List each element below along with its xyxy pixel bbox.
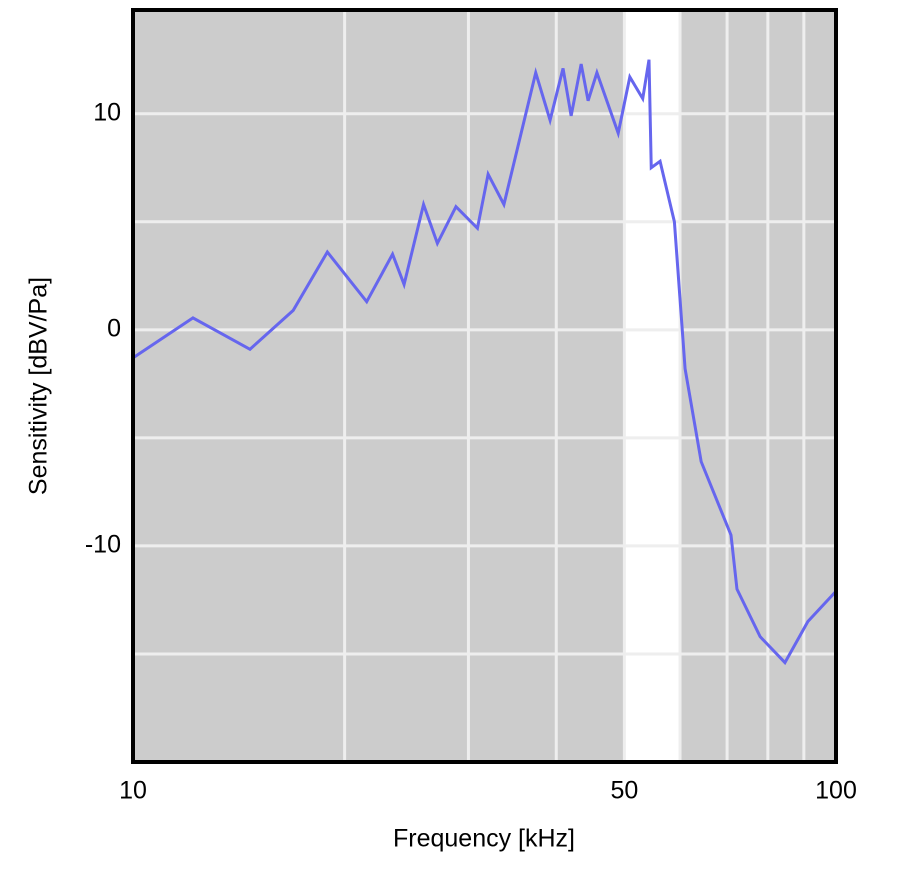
- y-tick-label: 10: [93, 98, 121, 126]
- x-tick-label: 100: [815, 777, 857, 805]
- y-tick-label: 0: [107, 314, 121, 342]
- x-axis-label: Frequency [kHz]: [393, 825, 575, 853]
- line: [132, 59, 838, 666]
- y-axis-label: Sensitivity [dBV/Pa]: [25, 277, 53, 495]
- plot-background: [133, 10, 836, 762]
- plot-border: [131, 8, 838, 764]
- x-tick-label: 50: [610, 777, 638, 805]
- y-tick-label: -10: [85, 531, 121, 559]
- x-tick-label: 10: [119, 777, 147, 805]
- highlight-span: [624, 10, 681, 762]
